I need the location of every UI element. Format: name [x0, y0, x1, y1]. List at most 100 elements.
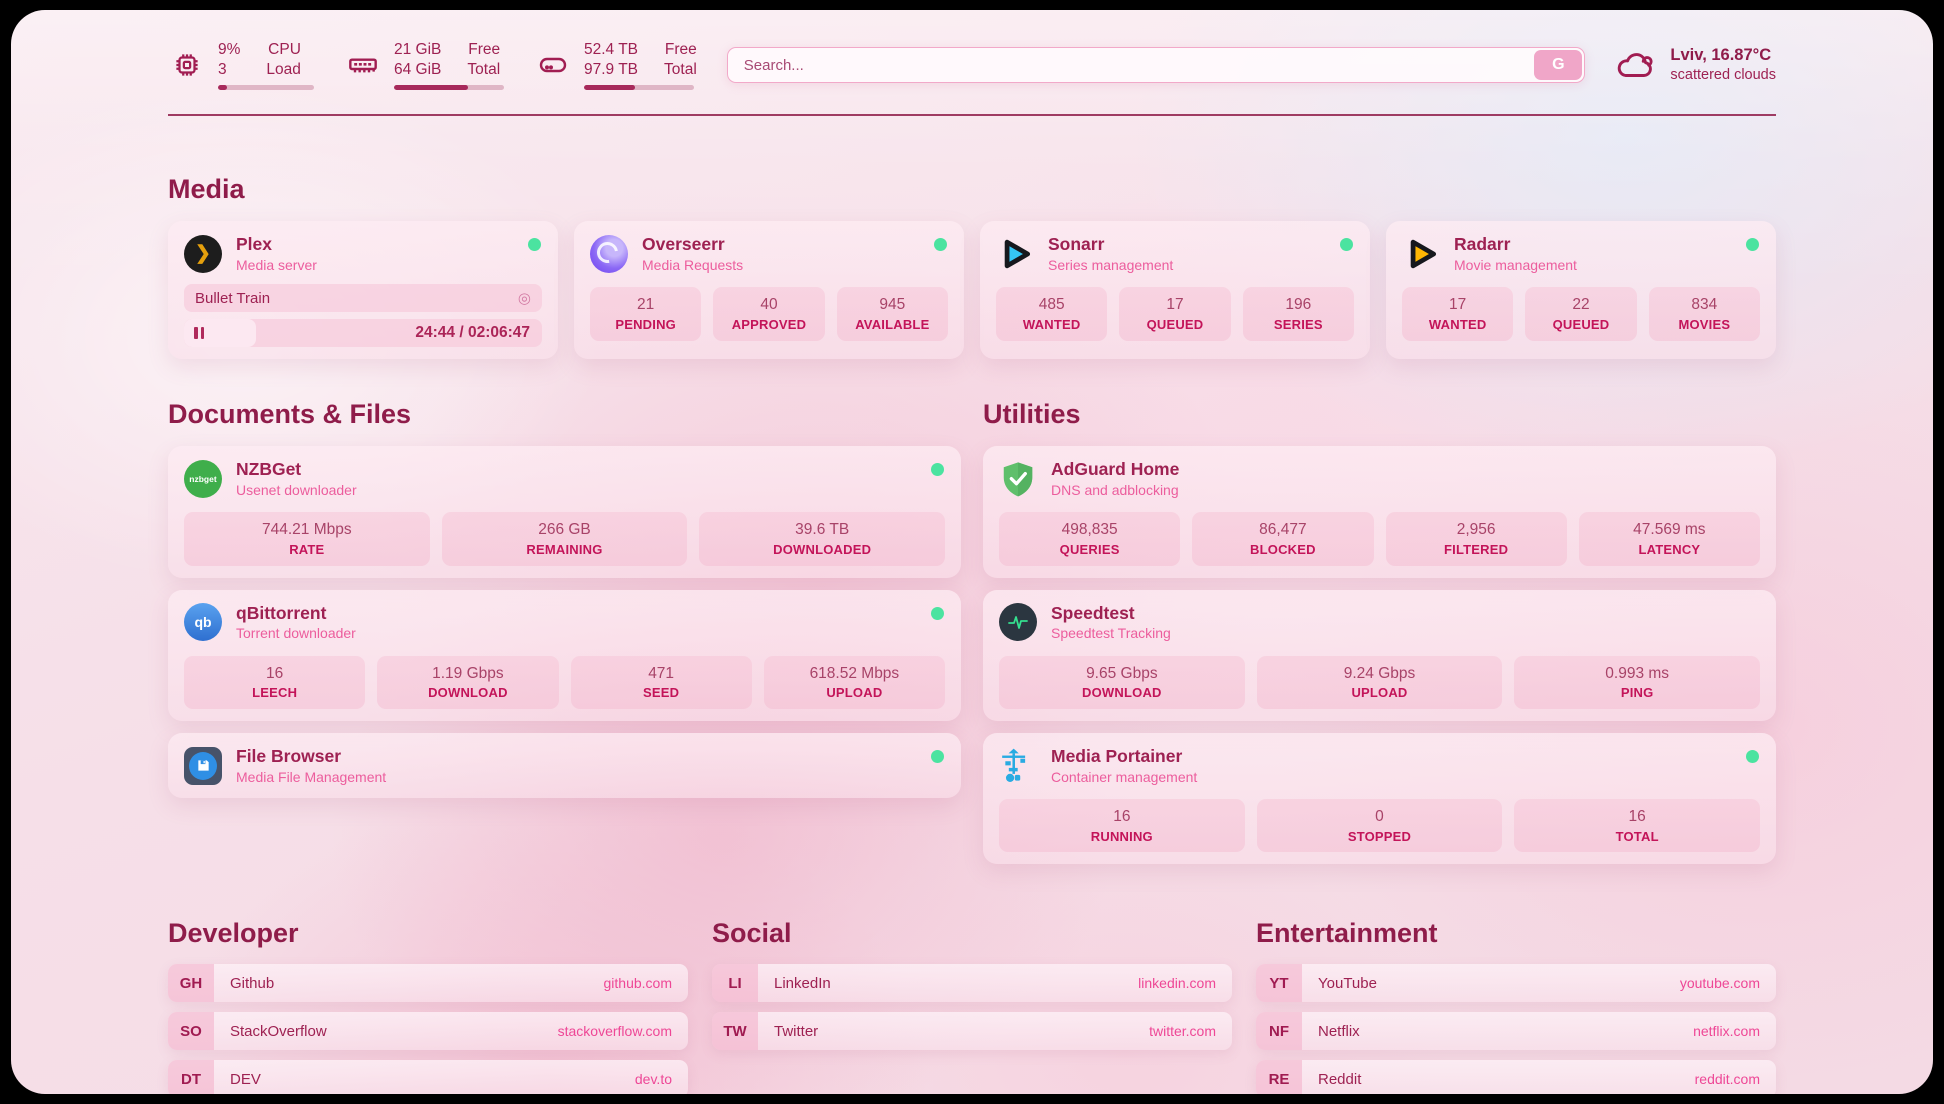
bookmark-twitter[interactable]: TW Twitter twitter.com [712, 1012, 1232, 1051]
bookmark-name: StackOverflow [230, 1022, 327, 1040]
playback-time: 24:44 / 02:06:47 [415, 324, 530, 342]
bookmark-dev[interactable]: DT DEV dev.to [168, 1060, 688, 1094]
weather-location-temp: Lviv, 16.87°C [1670, 46, 1772, 64]
nzbget-icon: nzbget [184, 459, 222, 498]
nzbget-card[interactable]: nzbget NZBGet Usenet downloader 744.21 M… [168, 446, 961, 578]
bookmark-abbr: NF [1256, 1012, 1302, 1051]
plex-card[interactable]: ❯ Plex Media server Bullet Train ◎ 24:44… [168, 221, 558, 360]
search-input[interactable] [726, 47, 1586, 84]
playback-progress-bar[interactable]: 24:44 / 02:06:47 [184, 319, 542, 348]
filebrowser-card[interactable]: File Browser Media File Management [168, 733, 961, 798]
app-subtitle: Container management [1051, 768, 1198, 785]
sonarr-card[interactable]: Sonarr Series management 485 WANTED 17 Q… [980, 221, 1370, 360]
app-name: Sonarr [1048, 234, 1105, 255]
ram-free-label: Free [468, 41, 501, 58]
section-title-social: Social [712, 918, 792, 949]
bookmark-youtube[interactable]: YT YouTube youtube.com [1256, 964, 1776, 1003]
app-subtitle: Series management [1048, 257, 1174, 274]
stat-tile: 485 WANTED [996, 287, 1108, 341]
app-subtitle: DNS and adblocking [1051, 481, 1179, 498]
radarr-icon [1402, 235, 1440, 273]
stat-tile: 17 QUEUED [1119, 287, 1231, 341]
bookmark-abbr: LI [712, 964, 758, 1003]
bookmark-abbr: TW [712, 1012, 758, 1051]
bookmark-url: dev.to [634, 1071, 672, 1088]
bookmark-group-developer: Developer GH Github github.com SO StackO… [168, 918, 688, 1094]
cpu-stat: 9% 3 CPU Load [168, 40, 314, 91]
ram-icon [344, 46, 382, 84]
stat-tile: 9.24 Gbps UPLOAD [1256, 655, 1503, 710]
stat-tile: 40 APPROVED [713, 287, 825, 341]
portainer-card[interactable]: Media Portainer Container management 16 … [983, 733, 1776, 865]
stat-tile: 9.65 Gbps DOWNLOAD [999, 655, 1245, 710]
bookmark-reddit[interactable]: RE Reddit reddit.com [1256, 1060, 1776, 1094]
app-name: qBittorrent [236, 602, 327, 623]
stat-tile: 2,956 FILTERED [1385, 512, 1567, 566]
bookmark-abbr: SO [168, 1012, 214, 1051]
bookmark-name: Github [230, 974, 275, 992]
app-subtitle: Speedtest Tracking [1051, 625, 1171, 642]
bookmark-linkedin[interactable]: LI LinkedIn linkedin.com [712, 964, 1232, 1003]
app-name: Radarr [1454, 234, 1511, 255]
now-playing-row: Bullet Train ◎ [184, 284, 542, 313]
qbittorrent-card[interactable]: qb qBittorrent Torrent downloader 16 LEE… [168, 589, 961, 722]
bookmark-stackoverflow[interactable]: SO StackOverflow stackoverflow.com [168, 1012, 688, 1051]
stat-tile: 471 SEED [570, 655, 752, 710]
bookmark-abbr: GH [168, 964, 214, 1003]
app-name: Overseerr [642, 234, 725, 255]
search-provider-button[interactable]: G [1534, 50, 1583, 81]
bookmark-url: netflix.com [1693, 1023, 1760, 1040]
bookmark-name: Twitter [774, 1022, 819, 1040]
disk-total-label: Total [664, 61, 697, 79]
bookmark-github[interactable]: GH Github github.com [168, 964, 688, 1003]
bookmark-url: reddit.com [1694, 1071, 1760, 1088]
cpu-label: CPU [268, 41, 301, 58]
status-dot-online [931, 750, 944, 764]
ram-free: 21 GiB [394, 41, 442, 58]
stat-tile: 39.6 TB DOWNLOADED [699, 512, 945, 566]
ram-total: 64 GiB [394, 61, 442, 79]
app-name: Media Portainer [1051, 746, 1183, 767]
overseerr-icon [590, 234, 628, 273]
app-name: NZBGet [236, 459, 302, 480]
status-dot-online [934, 238, 947, 252]
cpu-count: 3 [218, 61, 227, 79]
app-name: File Browser [236, 746, 342, 767]
stat-tile: 0.993 ms PING [1514, 655, 1760, 710]
system-stats: 9% 3 CPU Load [168, 40, 697, 91]
app-subtitle: Media Requests [642, 257, 744, 274]
app-subtitle: Torrent downloader [236, 625, 356, 642]
bookmark-name: Netflix [1318, 1022, 1360, 1040]
weather-widget[interactable]: Lviv, 16.87°C scattered clouds [1615, 45, 1776, 85]
overseerr-card[interactable]: Overseerr Media Requests 21 PENDING 40 A… [574, 221, 964, 360]
memory-stat: 21 GiB 64 GiB Free Total [344, 40, 504, 91]
adguard-card[interactable]: AdGuard Home DNS and adblocking 498,835 … [983, 446, 1776, 578]
sonarr-icon [996, 235, 1034, 273]
speedtest-card[interactable]: Speedtest Speedtest Tracking 9.65 Gbps D… [983, 589, 1776, 722]
disk-free-label: Free [664, 41, 697, 58]
ram-total-label: Total [467, 61, 501, 79]
cloud-icon [1615, 48, 1657, 82]
stat-tile: 47.569 ms LATENCY [1578, 512, 1760, 566]
bookmark-abbr: YT [1256, 964, 1302, 1003]
stat-tile: 834 MOVIES [1648, 287, 1760, 341]
bookmark-abbr: RE [1256, 1060, 1302, 1094]
stat-tile: 266 GB REMAINING [441, 512, 688, 566]
dashboard-screen: 9% 3 CPU Load [11, 10, 1933, 1094]
stat-tile: 21 PENDING [590, 287, 702, 341]
cpu-progress-bar [218, 85, 314, 91]
stat-tile: 86,477 BLOCKED [1192, 512, 1374, 566]
bookmark-group-social: Social LI LinkedIn linkedin.com TW Twitt… [712, 918, 1232, 1094]
app-name: AdGuard Home [1051, 459, 1180, 480]
status-dot-online [1746, 750, 1759, 764]
utilities-column: Utilities [983, 399, 1776, 865]
radarr-card[interactable]: Radarr Movie management 17 WANTED 22 QUE… [1386, 221, 1776, 360]
disk-stat: 52.4 TB 97.9 TB Free Total [534, 40, 697, 91]
cpu-load-label: Load [266, 61, 301, 79]
stat-tile: 0 STOPPED [1256, 798, 1503, 853]
now-playing-title: Bullet Train [195, 289, 271, 307]
section-title-documents: Documents & Files [168, 399, 412, 430]
bookmark-netflix[interactable]: NF Netflix netflix.com [1256, 1012, 1776, 1051]
pause-icon[interactable] [194, 327, 204, 340]
stat-tile: 22 QUEUED [1525, 287, 1637, 341]
